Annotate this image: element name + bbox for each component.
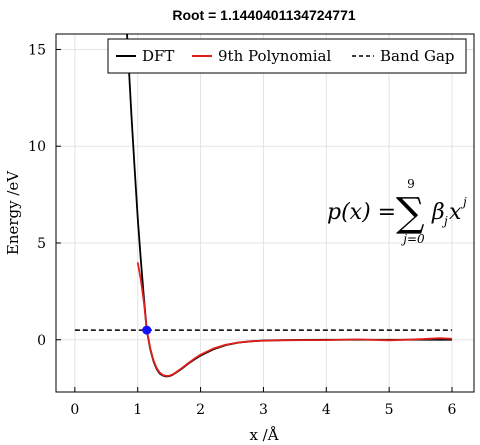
formula-term-sup: j (460, 195, 467, 209)
formula-lower-limit: j=0 (400, 232, 425, 246)
y-tick-label: 5 (37, 236, 46, 252)
series-group (74, 34, 453, 378)
legend-label-polynomial: 9th Polynomial (218, 47, 331, 65)
x-tick-label: 6 (448, 402, 457, 418)
y-axis: 0 5 10 15 (28, 42, 61, 349)
formula-annotation: p(x) = ∑ 9 j=0 β j x j (327, 177, 467, 246)
formula-sum-symbol: ∑ (396, 190, 425, 236)
formula-upper-limit: 9 (407, 177, 415, 191)
x-tick-label: 2 (196, 402, 205, 418)
formula-term-sub: j (441, 214, 448, 228)
root-point (142, 325, 152, 335)
x-tick-label: 1 (133, 402, 142, 418)
y-tick-label: 15 (28, 42, 46, 58)
plot-frame (55, 33, 475, 393)
formula-term-var: x (449, 200, 462, 225)
legend-box (107, 38, 467, 74)
formula-term-base: β (431, 200, 445, 225)
x-tick-label: 5 (385, 402, 394, 418)
legend: DFT 9th Polynomial Band Gap (107, 38, 467, 74)
polynomial-line (136, 262, 453, 377)
y-tick-label: 0 (37, 333, 46, 349)
x-axis: 0 1 2 3 4 5 6 (70, 387, 457, 418)
x-axis-label: x /Å (249, 426, 278, 444)
legend-label-dft: DFT (142, 47, 174, 65)
series-layer (74, 34, 453, 378)
x-tick-label: 3 (259, 402, 268, 418)
y-tick-label: 10 (28, 139, 46, 155)
y-axis-label: Energy /eV (4, 170, 22, 255)
legend-label-band-gap: Band Gap (380, 47, 455, 65)
x-tick-label: 4 (322, 402, 331, 418)
chart-title: Root = 1.1440401134724771 (172, 7, 356, 23)
x-tick-label: 0 (70, 402, 79, 418)
formula-lhs: p(x) = (327, 200, 396, 225)
